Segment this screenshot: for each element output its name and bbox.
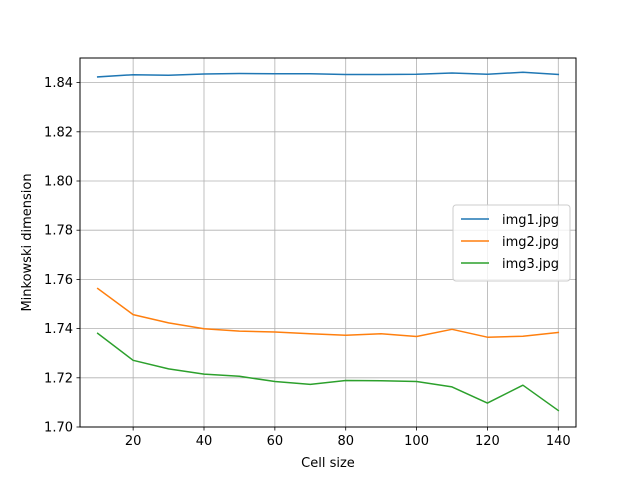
- legend-entry-label: img3.jpg: [502, 257, 559, 272]
- y-tick-label: 1.80: [44, 175, 73, 190]
- x-axis-label: Cell size: [301, 456, 355, 471]
- legend-entry-label: img2.jpg: [502, 235, 559, 250]
- series-line-img3-jpg: [96, 332, 560, 412]
- plot-frame: [79, 57, 577, 428]
- x-tick-label: 60: [267, 434, 284, 449]
- y-tick-label: 1.70: [44, 421, 73, 436]
- x-tick-label: 140: [546, 434, 571, 449]
- x-tick-label: 100: [404, 434, 429, 449]
- x-tick-label: 40: [196, 434, 213, 449]
- y-tick-label: 1.72: [44, 371, 73, 386]
- y-tick-label: 1.84: [44, 76, 73, 91]
- legend: img1.jpg img2.jpg img3.jpg: [452, 204, 571, 282]
- y-tick-label: 1.82: [44, 125, 73, 140]
- legend-entry-label: img1.jpg: [502, 213, 559, 228]
- legend-box: [452, 204, 571, 282]
- x-tick-label: 80: [337, 434, 354, 449]
- series-line-img1-jpg: [96, 71, 560, 78]
- series-lines: [96, 71, 560, 412]
- y-tick-label: 1.74: [44, 322, 73, 337]
- y-tick-label: 1.78: [44, 224, 73, 239]
- ticks: 20 40 60 80 100 120 140 1.70 1.72 1.74 1.76 1.78 1.8…: [44, 76, 571, 449]
- y-axis-label: Minkowski dimension: [20, 173, 35, 311]
- series-line-img2-jpg: [96, 287, 560, 338]
- x-tick-label: 120: [475, 434, 500, 449]
- x-tick-label: 20: [125, 434, 142, 449]
- y-tick-label: 1.76: [44, 273, 73, 288]
